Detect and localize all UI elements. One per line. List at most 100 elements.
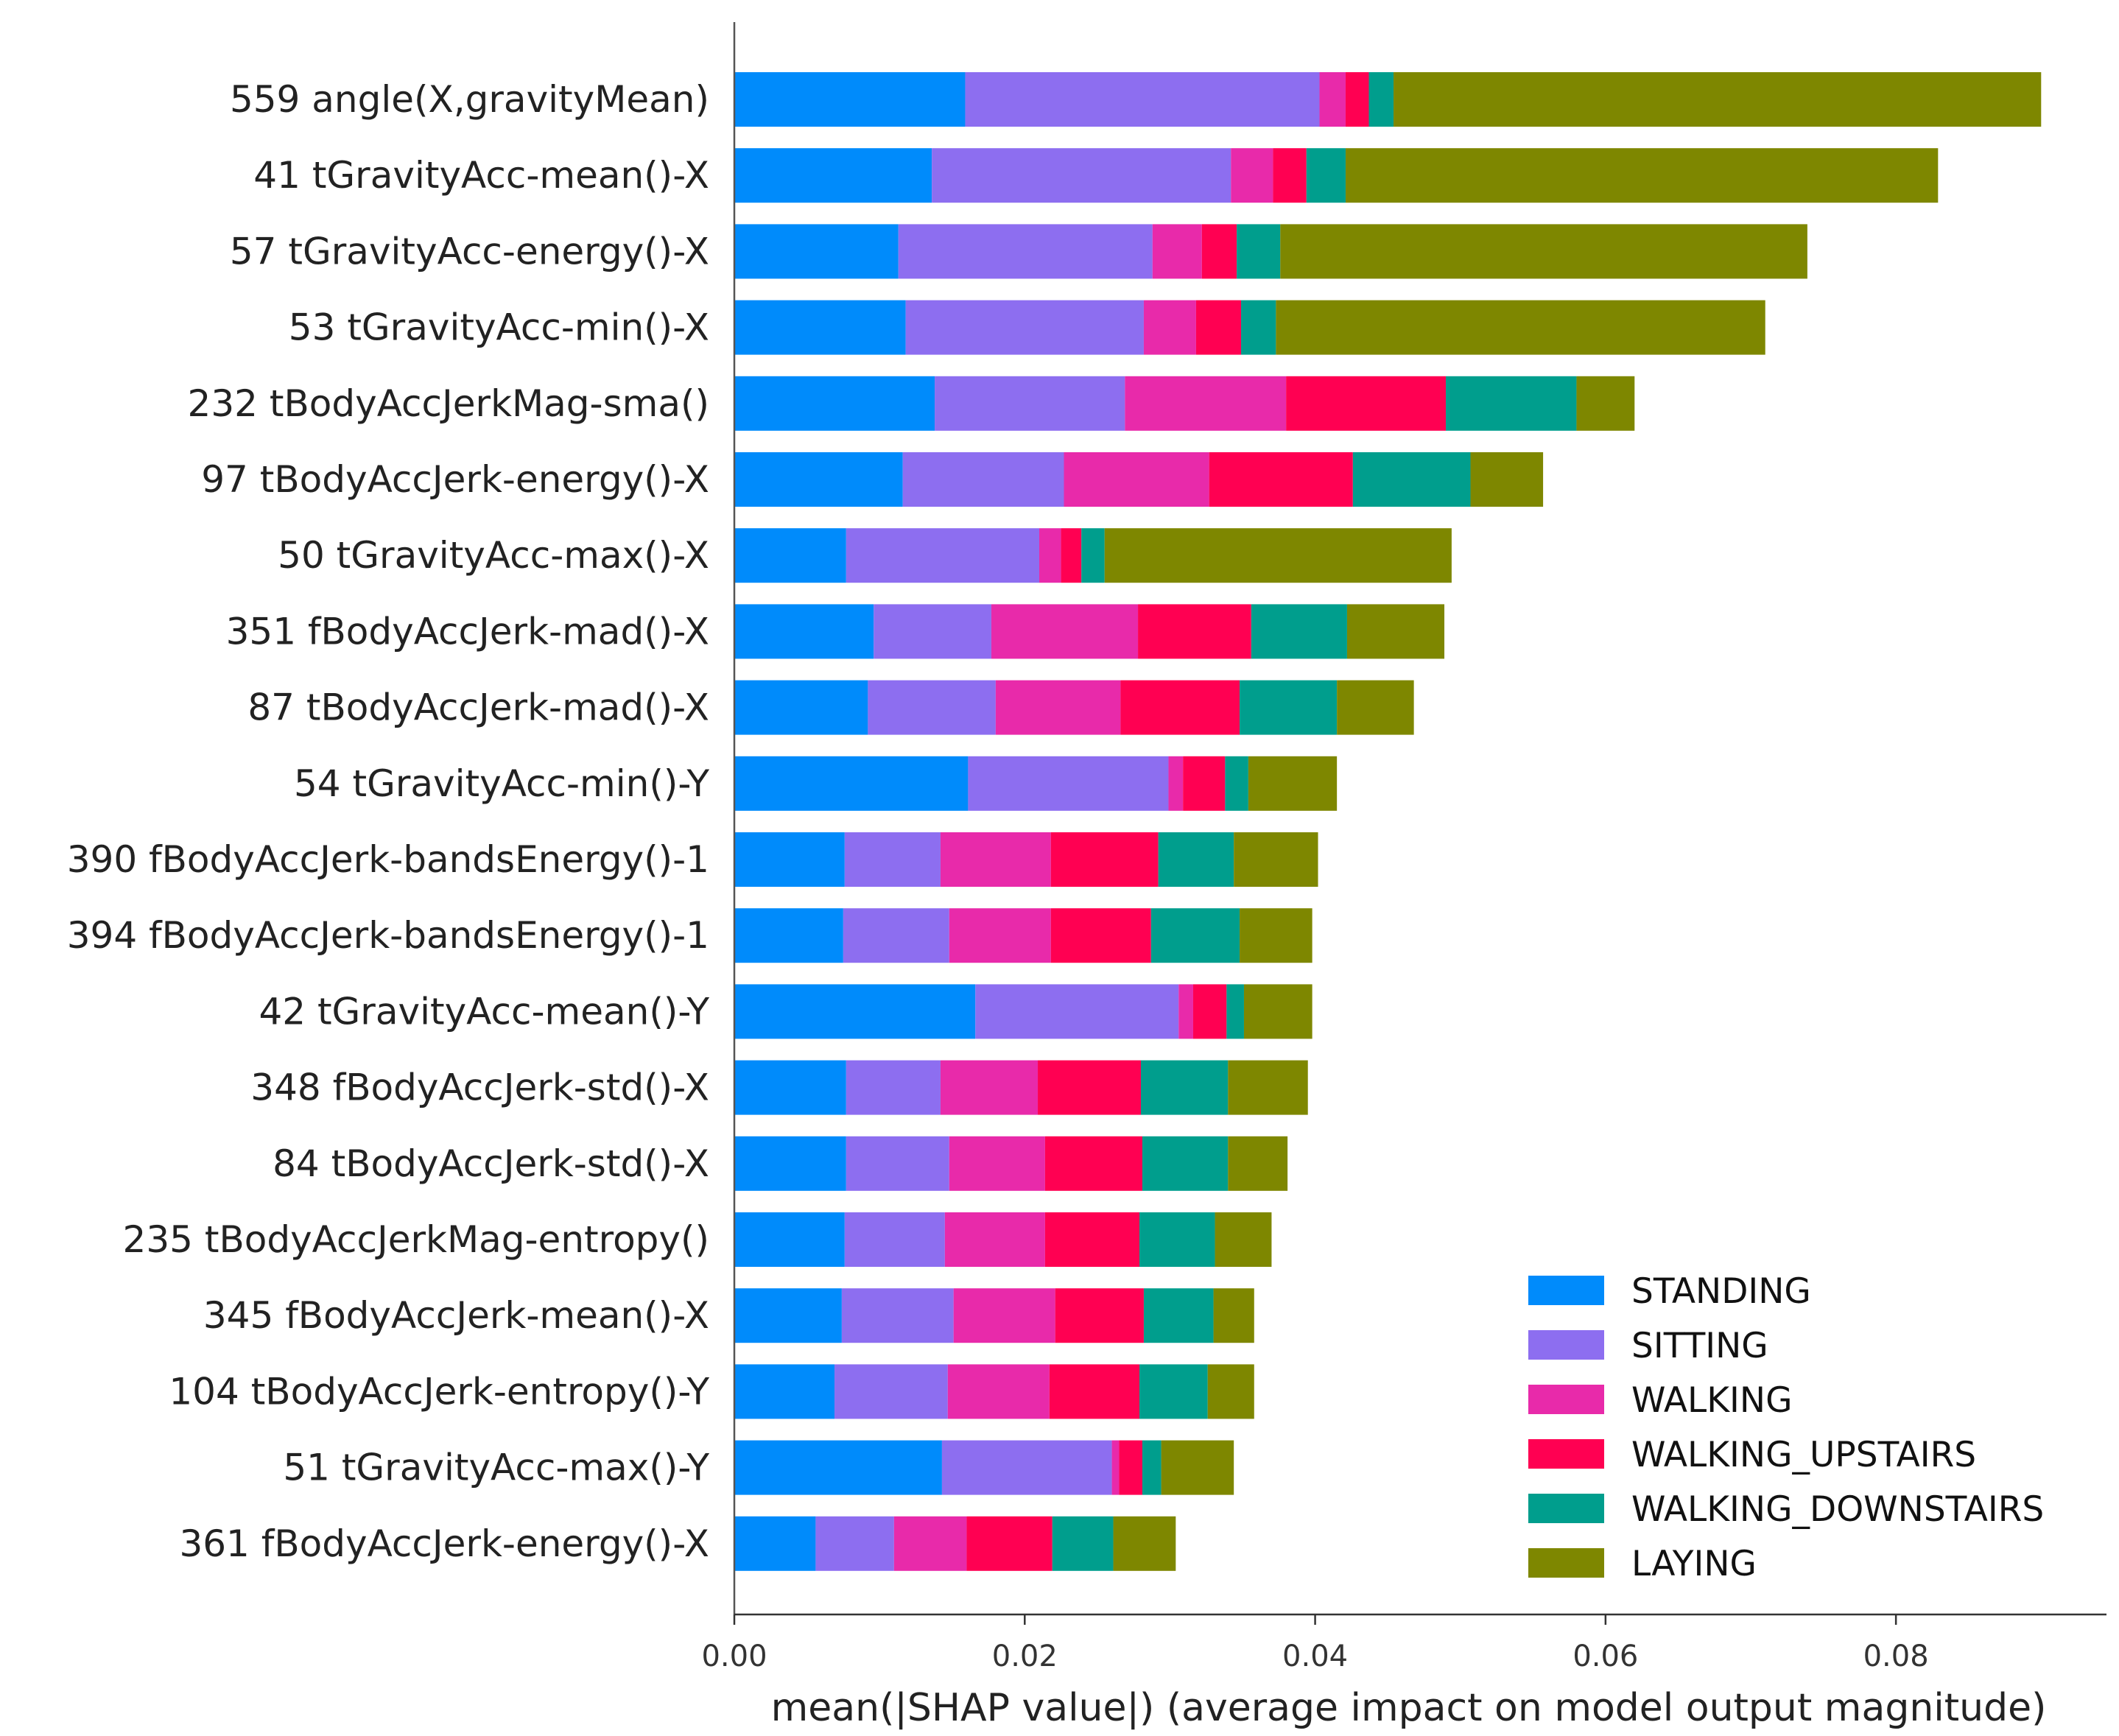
bar-sitting-7: [846, 528, 1039, 583]
bar-walking-6: [1064, 452, 1209, 507]
bar-laying-15: [1228, 1136, 1288, 1191]
bar-walking-upstairs-7: [1061, 528, 1082, 583]
bar-standing-4: [734, 300, 906, 355]
feature-label: 42 tGravityAcc-mean()-Y: [259, 990, 709, 1033]
legend-swatch-walking-upstairs: [1528, 1439, 1604, 1469]
bar-walking-upstairs-18: [1049, 1364, 1140, 1419]
legend-label-laying: LAYING: [1631, 1544, 1757, 1584]
bar-standing-16: [734, 1212, 845, 1267]
bar-standing-10: [734, 756, 969, 811]
bar-standing-13: [734, 984, 976, 1039]
bar-sitting-15: [846, 1136, 949, 1191]
bar-walking-upstairs-12: [1050, 908, 1151, 963]
bar-sitting-2: [932, 148, 1231, 203]
bar-laying-17: [1213, 1288, 1254, 1343]
bar-walking-upstairs-4: [1195, 300, 1242, 355]
feature-label: 559 angle(X,gravityMean): [230, 78, 709, 121]
bar-sitting-14: [846, 1060, 941, 1115]
bar-sitting-4: [905, 300, 1144, 355]
bar-walking-downstairs-8: [1251, 604, 1347, 659]
bar-laying-2: [1345, 148, 1939, 203]
bar-walking-upstairs-8: [1138, 604, 1251, 659]
bar-sitting-6: [902, 452, 1064, 507]
legend-swatch-walking-downstairs: [1528, 1494, 1604, 1523]
bar-standing-14: [734, 1060, 846, 1115]
bar-walking-downstairs-4: [1241, 300, 1276, 355]
bar-laying-4: [1276, 300, 1765, 355]
legend-swatch-sitting: [1528, 1330, 1604, 1360]
bar-walking-2: [1231, 148, 1273, 203]
bar-walking-upstairs-16: [1044, 1212, 1140, 1267]
bar-walking-19: [1111, 1440, 1120, 1495]
bar-walking-10: [1168, 756, 1184, 811]
bar-walking-upstairs-5: [1286, 376, 1446, 431]
bar-walking-upstairs-2: [1273, 148, 1307, 203]
legend-label-walking-downstairs: WALKING_DOWNSTAIRS: [1631, 1489, 2044, 1530]
bar-walking-upstairs-11: [1050, 832, 1159, 887]
bar-walking-7: [1039, 528, 1061, 583]
bar-sitting-12: [843, 908, 949, 963]
feature-label: 390 fBodyAccJerk-bandsEnergy()-1: [67, 838, 709, 881]
feature-label: 361 fBodyAccJerk-energy()-X: [179, 1522, 709, 1565]
bar-standing-11: [734, 832, 845, 887]
bar-walking-15: [949, 1136, 1045, 1191]
bar-walking-8: [991, 604, 1139, 659]
bar-walking-downstairs-13: [1226, 984, 1244, 1039]
bar-walking-downstairs-10: [1225, 756, 1248, 811]
feature-label: 87 tBodyAccJerk-mad()-X: [247, 686, 709, 729]
bar-standing-17: [734, 1288, 842, 1343]
feature-label: 348 fBodyAccJerk-std()-X: [250, 1066, 709, 1109]
legend-swatch-walking: [1528, 1385, 1604, 1414]
bar-walking-upstairs-20: [966, 1516, 1053, 1571]
feature-label: 351 fBodyAccJerk-mad()-X: [226, 610, 709, 653]
bar-walking-5: [1125, 376, 1287, 431]
x-tick-label: 0.06: [1572, 1640, 1638, 1673]
bar-standing-6: [734, 452, 903, 507]
bar-walking-downstairs-20: [1052, 1516, 1114, 1571]
feature-labels: 559 angle(X,gravityMean) 41 tGravityAcc-m…: [67, 78, 710, 1565]
bar-laying-9: [1337, 680, 1414, 735]
bar-laying-6: [1470, 452, 1544, 507]
bar-walking-downstairs-12: [1150, 908, 1240, 963]
bar-laying-11: [1234, 832, 1318, 887]
feature-label: 50 tGravityAcc-max()-X: [278, 534, 709, 577]
bar-walking-upstairs-17: [1055, 1288, 1144, 1343]
feature-label: 51 tGravityAcc-max()-Y: [283, 1447, 709, 1489]
bar-walking-downstairs-15: [1142, 1136, 1229, 1191]
bar-laying-10: [1248, 756, 1338, 811]
bar-sitting-9: [868, 680, 996, 735]
bar-laying-1: [1394, 72, 2042, 127]
bar-laying-19: [1161, 1440, 1234, 1495]
bar-walking-upstairs-3: [1201, 224, 1237, 279]
legend-swatch-standing: [1528, 1276, 1604, 1305]
bar-standing-2: [734, 148, 932, 203]
bar-walking-upstairs-10: [1183, 756, 1226, 811]
feature-label: 232 tBodyAccJerkMag-sma(): [188, 382, 709, 425]
bar-walking-downstairs-2: [1306, 148, 1346, 203]
bar-walking-14: [940, 1060, 1039, 1115]
bar-sitting-5: [935, 376, 1125, 431]
bar-walking-downstairs-1: [1368, 72, 1394, 127]
bar-walking-11: [940, 832, 1051, 887]
bar-laying-8: [1346, 604, 1445, 659]
feature-label: 54 tGravityAcc-min()-Y: [294, 762, 709, 805]
bar-walking-downstairs-19: [1142, 1440, 1162, 1495]
legend-label-sitting: SITTING: [1631, 1326, 1768, 1366]
bar-walking-4: [1143, 300, 1196, 355]
bar-walking-downstairs-18: [1139, 1364, 1208, 1419]
x-tick-label: 0.04: [1282, 1640, 1348, 1673]
bar-walking-1: [1319, 72, 1346, 127]
bar-walking-3: [1152, 224, 1202, 279]
bar-standing-1: [734, 72, 966, 127]
bar-laying-3: [1280, 224, 1807, 279]
legend: STANDING SITTING WALKING WALKING_UPSTAIRS WA…: [1528, 1271, 2044, 1584]
feature-label: 104 tBodyAccJerk-entropy()-Y: [169, 1370, 709, 1413]
bar-walking-downstairs-9: [1240, 680, 1338, 735]
feature-label: 345 fBodyAccJerk-mean()-X: [203, 1294, 709, 1337]
bar-standing-20: [734, 1516, 816, 1571]
feature-label: 235 tBodyAccJerkMag-entropy(): [123, 1218, 709, 1261]
legend-label-standing: STANDING: [1631, 1271, 1811, 1312]
bar-laying-16: [1215, 1212, 1272, 1267]
feature-label: 53 tGravityAcc-min()-X: [289, 306, 709, 349]
bar-walking-upstairs-6: [1209, 452, 1353, 507]
